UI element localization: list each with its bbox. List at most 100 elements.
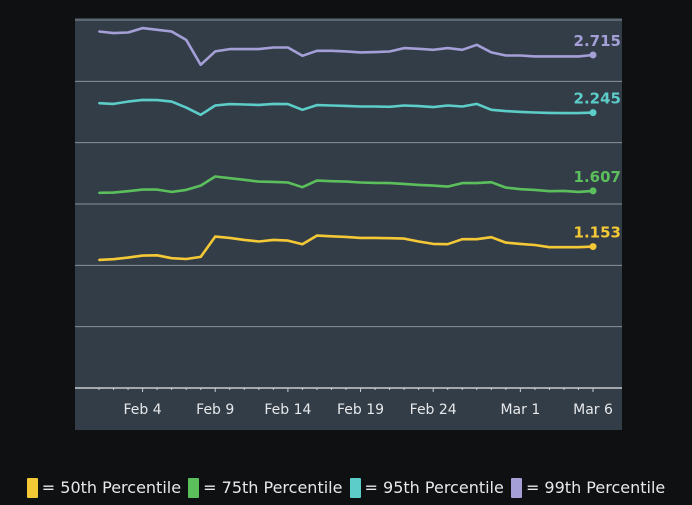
data-point — [127, 256, 130, 259]
legend-label: = 99th Percentile — [525, 478, 666, 497]
data-point — [112, 102, 115, 105]
data-point — [577, 246, 580, 249]
data-point — [141, 188, 144, 191]
data-point — [170, 257, 173, 260]
legend: = 50th Percentile = 75th Percentile = 95… — [0, 478, 692, 498]
data-point — [141, 254, 144, 257]
legend-item-99th: = 99th Percentile — [510, 478, 666, 498]
data-point — [548, 111, 551, 114]
data-point — [330, 235, 333, 238]
data-point — [243, 238, 246, 241]
data-point — [127, 190, 130, 193]
data-point — [345, 180, 348, 183]
data-point — [214, 50, 217, 53]
x-tick-label: Feb 4 — [124, 402, 162, 418]
data-point — [199, 184, 202, 187]
data-point — [490, 181, 493, 184]
data-point — [403, 237, 406, 240]
data-point — [214, 235, 217, 238]
series-99th: 2.715 — [98, 26, 621, 67]
legend-item-50th: = 50th Percentile — [26, 478, 181, 498]
data-point — [345, 50, 348, 53]
data-point — [315, 179, 318, 182]
series-75th: 1.607 — [98, 168, 621, 195]
data-point — [170, 190, 173, 193]
data-point — [519, 188, 522, 191]
data-point — [156, 28, 159, 31]
data-point — [388, 105, 391, 108]
data-point — [301, 54, 304, 57]
data-point — [301, 186, 304, 189]
data-point — [156, 254, 159, 257]
last-point-marker — [589, 109, 597, 117]
data-point — [286, 239, 289, 242]
x-tick-label: Mar 1 — [500, 402, 540, 418]
data-point — [374, 51, 377, 54]
data-point — [461, 182, 464, 185]
data-point — [301, 108, 304, 111]
data-point — [228, 103, 231, 106]
data-point — [432, 106, 435, 109]
data-point — [98, 30, 100, 33]
data-point — [185, 38, 188, 41]
data-point — [98, 258, 100, 261]
data-point — [272, 180, 275, 183]
data-point — [403, 182, 406, 185]
x-tick-label: Feb 24 — [410, 402, 457, 418]
data-point — [533, 188, 536, 191]
data-point — [359, 236, 362, 239]
data-point — [490, 236, 493, 239]
data-point — [533, 243, 536, 246]
data-point — [461, 48, 464, 51]
data-point — [519, 242, 522, 245]
data-point — [359, 181, 362, 184]
data-point — [257, 48, 260, 51]
data-point — [199, 255, 202, 258]
data-point — [388, 182, 391, 185]
data-point — [374, 181, 377, 184]
data-point — [330, 104, 333, 107]
data-point — [214, 104, 217, 107]
data-point — [257, 240, 260, 243]
data-point — [228, 236, 231, 239]
data-point — [156, 99, 159, 102]
data-point — [461, 238, 464, 241]
data-point — [228, 177, 231, 180]
data-point — [446, 104, 449, 107]
data-point — [461, 105, 464, 108]
data-point — [345, 235, 348, 238]
data-point — [374, 236, 377, 239]
data-point — [475, 238, 478, 241]
legend-swatch-50th — [26, 478, 38, 498]
data-point — [228, 48, 231, 51]
data-point — [562, 112, 565, 115]
data-point — [548, 246, 551, 249]
data-point — [374, 105, 377, 108]
data-point — [330, 180, 333, 183]
data-point — [504, 241, 507, 244]
data-point — [315, 49, 318, 52]
legend-label: = 75th Percentile — [203, 478, 343, 497]
data-point — [98, 191, 100, 194]
data-point — [243, 178, 246, 181]
data-point — [359, 105, 362, 108]
data-point — [127, 100, 130, 103]
data-point — [519, 110, 522, 113]
legend-swatch-75th — [188, 478, 200, 498]
data-point — [214, 175, 217, 178]
data-point — [548, 190, 551, 193]
data-point — [170, 100, 173, 103]
data-point — [562, 246, 565, 249]
data-point — [243, 48, 246, 51]
data-point — [272, 238, 275, 241]
series-50th: 1.153 — [98, 224, 621, 262]
data-point — [577, 190, 580, 193]
last-value-label: 1.153 — [574, 224, 621, 242]
data-point — [432, 242, 435, 245]
data-point — [504, 186, 507, 189]
data-point — [156, 188, 159, 191]
percentile-line-chart: Feb 4 Feb 9 Feb 14 Feb 19 Feb 24 Mar 1 Mar 6 1… — [75, 18, 622, 430]
data-point — [446, 185, 449, 188]
legend-swatch-95th — [349, 478, 361, 498]
data-point — [170, 30, 173, 33]
